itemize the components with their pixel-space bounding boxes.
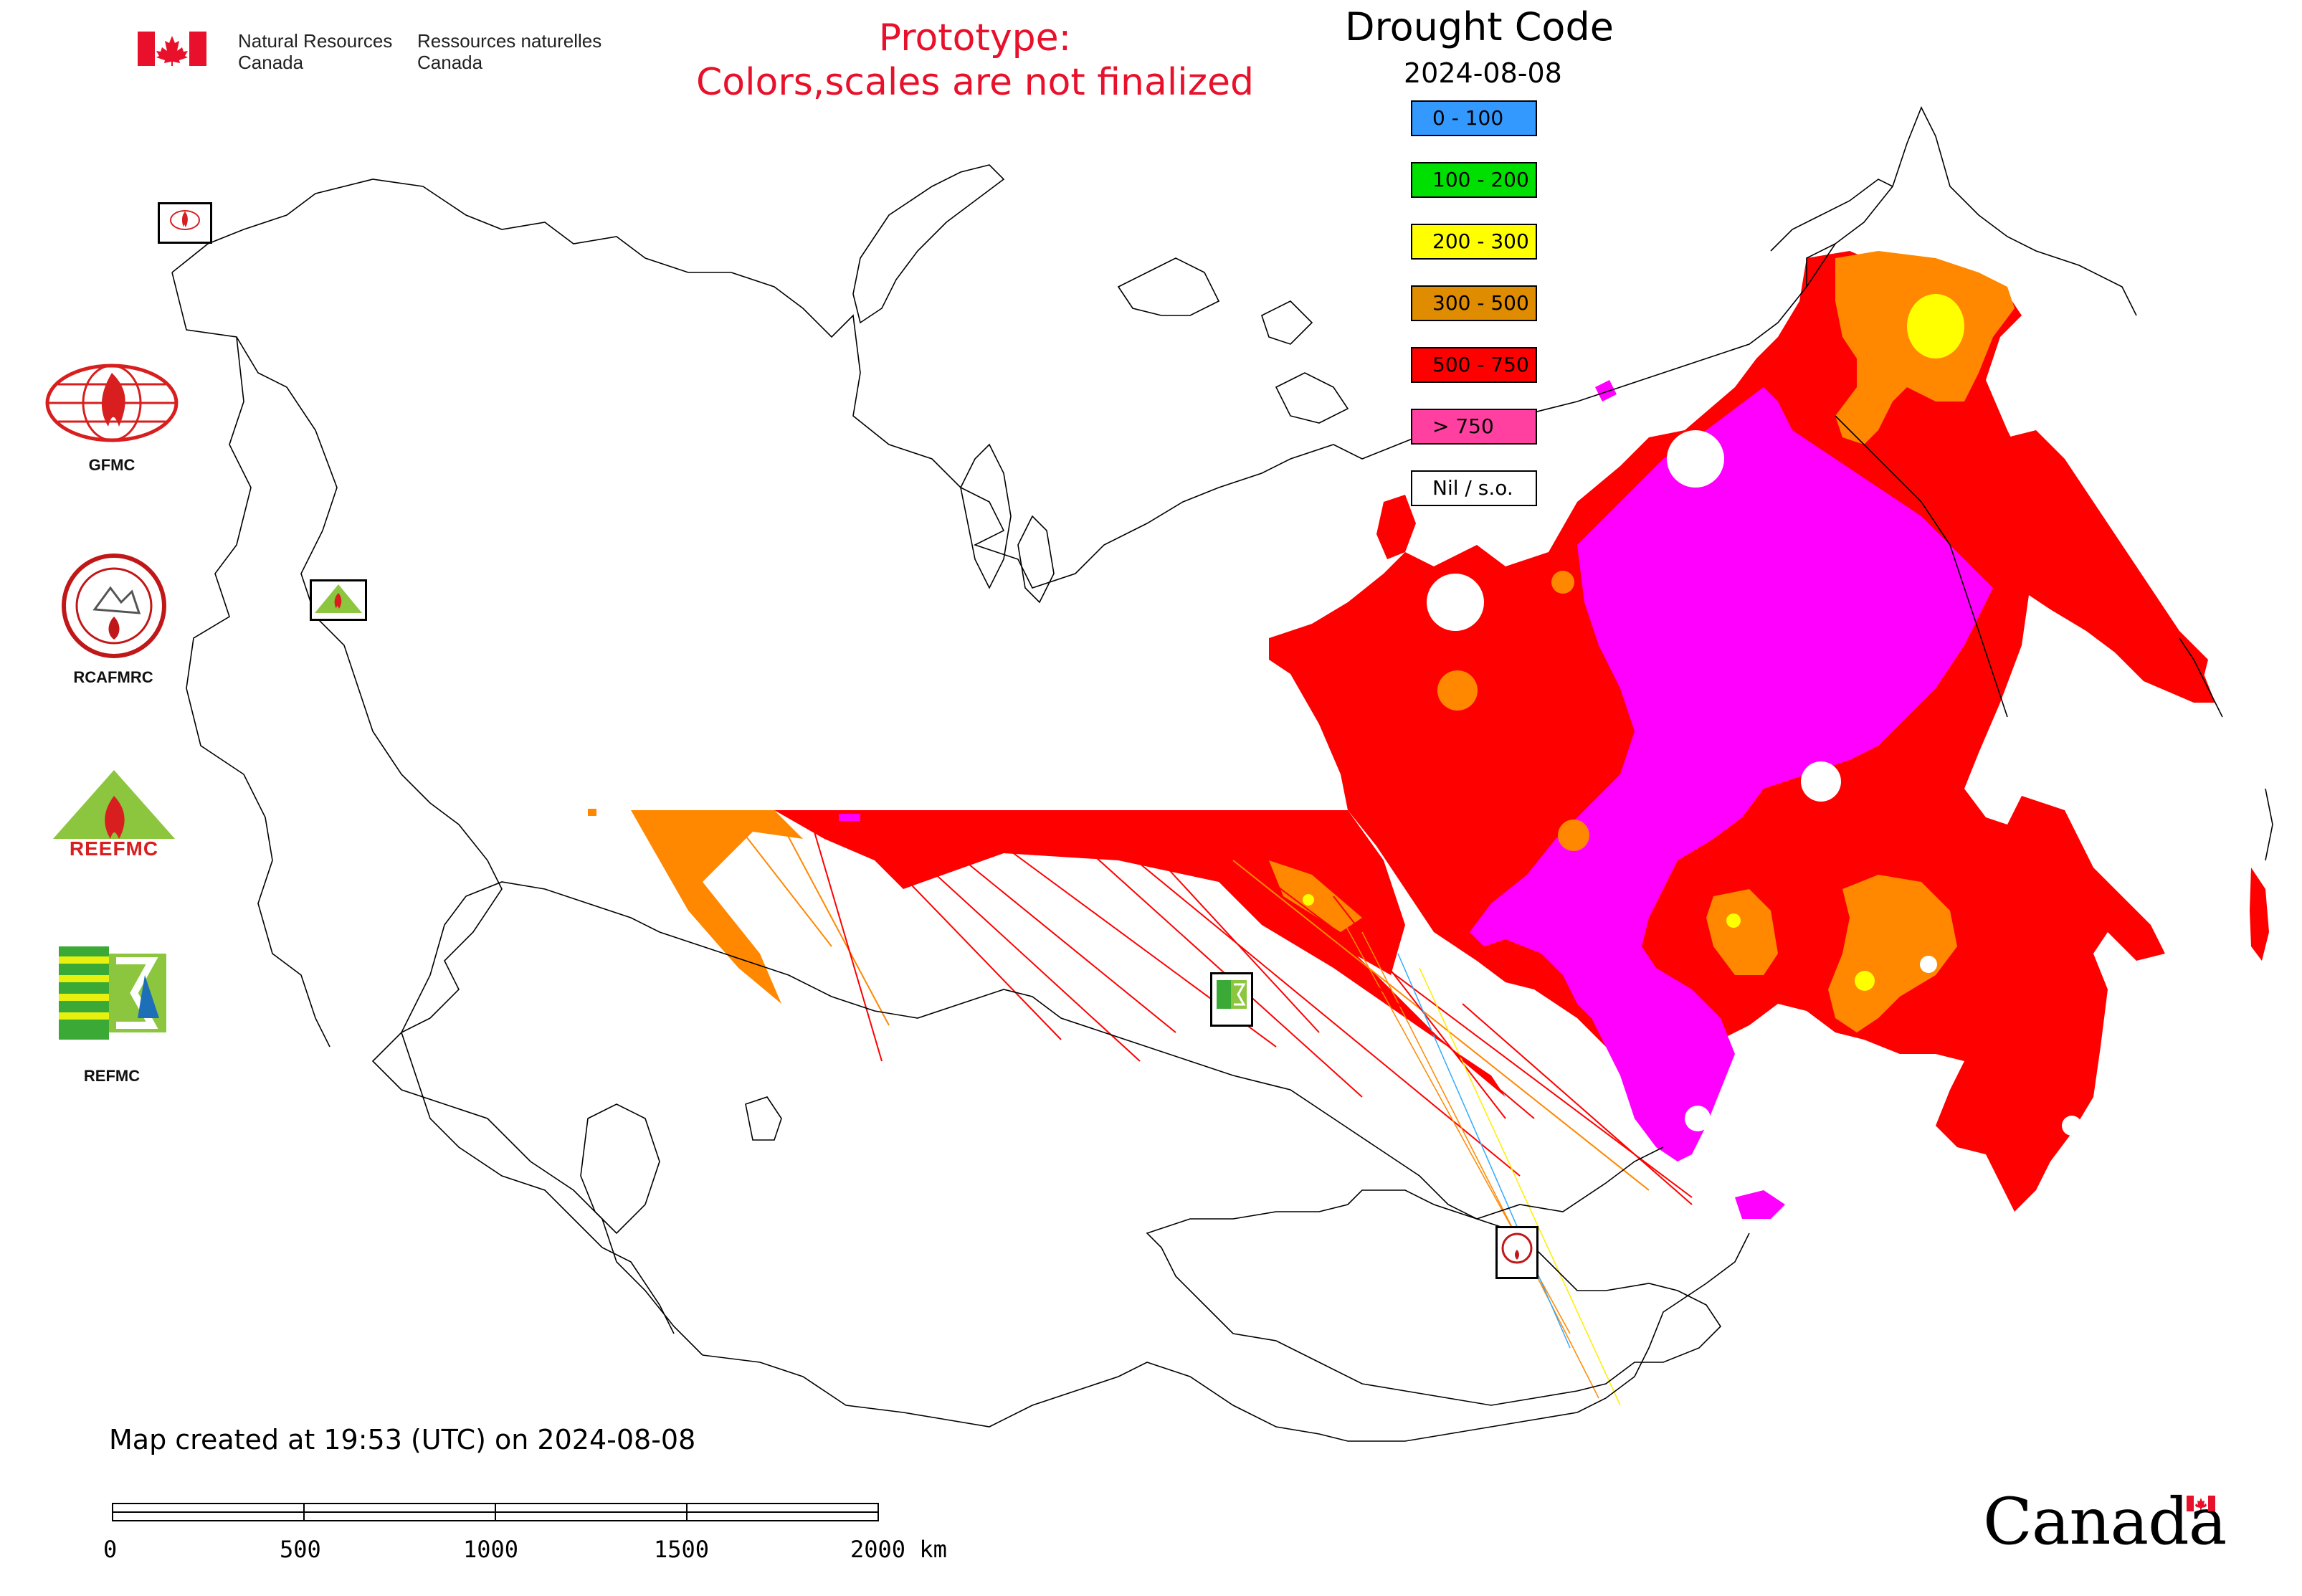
legend-date: 2024-08-08 xyxy=(1404,57,1562,89)
canada-wordmark: Canada xyxy=(1983,1484,2227,1570)
rcafmrc-logo xyxy=(60,552,168,660)
legend-label: 300 - 500 xyxy=(1432,291,1529,315)
scale-label-500: 500 xyxy=(280,1536,321,1563)
nil-hole-6 xyxy=(1427,574,1484,631)
drought-zone-sakhalin xyxy=(2250,868,2269,961)
agency-en-line1: Natural Resources xyxy=(238,30,393,52)
legend-item-0-100: 0 - 100 xyxy=(1411,100,1537,136)
scale-label-2000: 2000 km xyxy=(850,1536,947,1563)
refmc-sigma-icon xyxy=(59,946,166,1040)
legend-item-300-500: 300 - 500 xyxy=(1411,285,1537,321)
projection-streaks xyxy=(631,809,1693,1406)
rcafmrc-marker-icon xyxy=(1501,1232,1533,1264)
nil-hole-4 xyxy=(1685,1106,1711,1131)
legend-label: > 750 xyxy=(1432,414,1494,438)
gfmc-logo xyxy=(40,358,184,445)
drought-zone-island xyxy=(1376,495,1416,559)
drought-zone-300-500-w3 xyxy=(1558,820,1589,851)
rcafmrc-map-marker xyxy=(1495,1226,1538,1279)
refmc-marker-icon xyxy=(1217,980,1247,1009)
canada-flag-logo xyxy=(138,32,206,66)
drought-zone-200-300-s3 xyxy=(1726,913,1741,928)
prototype-line1: Prototype: xyxy=(878,16,1072,60)
nil-hole-1 xyxy=(1667,430,1724,488)
agency-fr-line1: Ressources naturelles xyxy=(417,30,602,52)
map-created-note: Map created at 19:53 (UTC) on 2024-08-08 xyxy=(109,1424,696,1455)
legend-label: 200 - 300 xyxy=(1432,229,1529,253)
legend-label: 0 - 100 xyxy=(1432,106,1504,130)
drought-zone-island-m xyxy=(1735,1190,1785,1219)
gfmc-globe-icon xyxy=(45,364,179,442)
reefmc-logo: REEFMC xyxy=(39,767,189,868)
agency-fr-line2: Canada xyxy=(417,52,483,73)
legend-item-200-300: 200 - 300 xyxy=(1411,224,1537,260)
org-label-rcafmrc: RCAFMRC xyxy=(73,668,153,686)
wordmark-flag-icon xyxy=(2187,1496,2215,1511)
drought-zone-200-300-s xyxy=(1855,971,1875,991)
drought-zone-200-300-ne xyxy=(1907,294,1964,358)
prototype-notice: Prototype: Colors,scales are not finaliz… xyxy=(645,16,1305,105)
drought-zone-300-500-s2 xyxy=(1828,875,1957,1032)
legend-item-gt-750: > 750 xyxy=(1411,409,1537,445)
scale-bar-graphic xyxy=(112,1503,879,1521)
legend-label: 500 - 750 xyxy=(1432,353,1529,376)
maple-leaf-icon xyxy=(138,32,206,66)
canada-wordmark-text: Canada xyxy=(1983,1484,2227,1559)
drought-zone-gt-750 xyxy=(1470,387,1993,1162)
rcafmrc-seal-icon xyxy=(62,554,166,658)
org-label-refmc: REFMC xyxy=(83,1067,141,1085)
legend-label: Nil / s.o. xyxy=(1432,476,1513,500)
prototype-line2: Colors,scales are not finalized xyxy=(695,61,1255,104)
legend-item-nil: Nil / s.o. xyxy=(1411,470,1537,506)
agency-name-fr: Ressources naturelles Canada xyxy=(417,30,601,73)
nil-hole-2 xyxy=(1801,761,1841,802)
org-label-gfmc: GFMC xyxy=(88,456,135,474)
drought-zone-300-500-w xyxy=(1437,670,1478,711)
drought-zone-island-n xyxy=(1595,380,1617,402)
boundary-outlines xyxy=(171,106,2273,1442)
scale-label-0: 0 xyxy=(103,1536,118,1563)
drought-fill-layer xyxy=(588,251,2269,1406)
legend-title: Drought Code xyxy=(1345,4,1614,49)
legend-item-100-200: 100 - 200 xyxy=(1411,162,1537,198)
scale-label-1500: 1500 xyxy=(654,1536,710,1563)
reefmc-triangle-icon xyxy=(39,770,189,856)
legend-label: 100 - 200 xyxy=(1432,168,1529,191)
drought-zone-300-500-w2 xyxy=(1551,571,1574,594)
agency-en-line2: Canada xyxy=(238,52,304,73)
reefmc-marker-icon xyxy=(315,584,362,613)
reefmc-map-marker xyxy=(310,579,367,621)
reefmc-wordmark: REEFMC xyxy=(69,837,159,860)
scale-label-1000: 1000 xyxy=(463,1536,519,1563)
gfmc-map-marker xyxy=(158,202,212,244)
scale-bar xyxy=(112,1503,880,1523)
nil-hole-5 xyxy=(2062,1116,2082,1136)
drought-zone-300-500-s1 xyxy=(1706,889,1778,975)
nil-hole-3 xyxy=(1920,956,1937,973)
refmc-map-marker xyxy=(1210,972,1253,1027)
legend-item-500-750: 500 - 750 xyxy=(1411,347,1537,383)
drought-zone-kamchatka xyxy=(2007,430,2208,688)
refmc-logo xyxy=(59,946,172,1040)
gfmc-marker-icon xyxy=(170,210,200,230)
agency-name-en: Natural Resources Canada xyxy=(238,30,392,73)
